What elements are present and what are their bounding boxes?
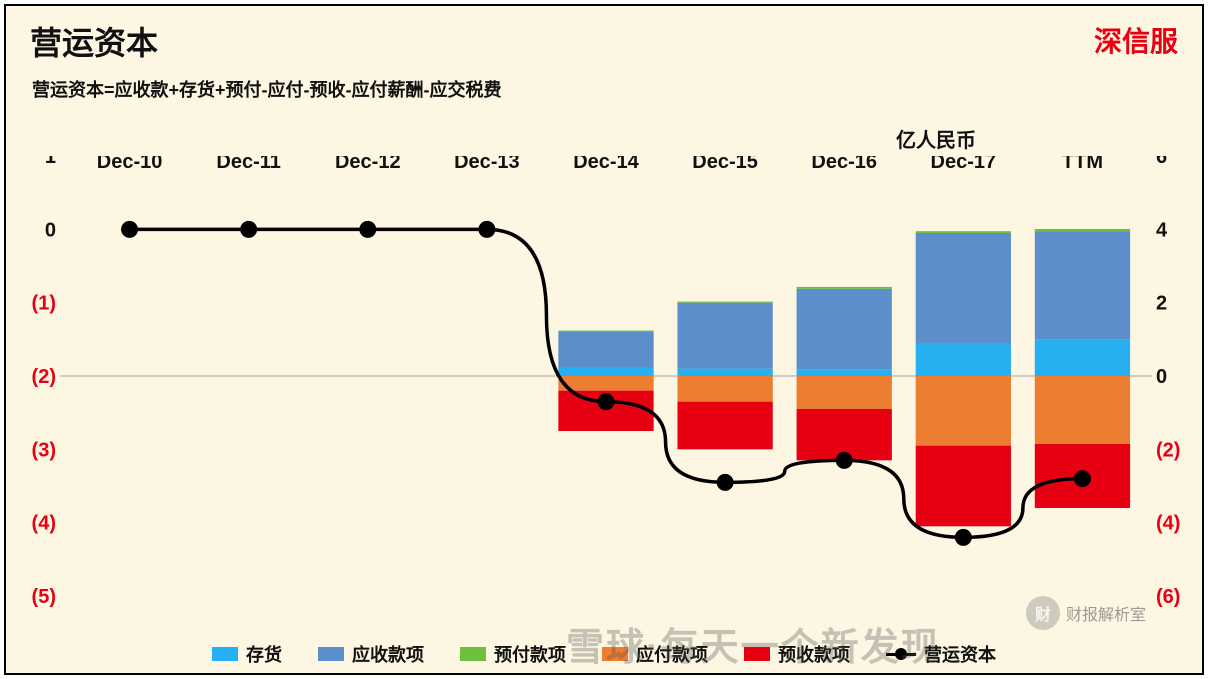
legend-item-inventory: 存货 — [212, 641, 282, 667]
watermark-large: 雪球·每天一个新发现 — [566, 616, 941, 671]
legend-item-receivable: 应收款项 — [318, 641, 424, 667]
formula-subtitle: 营运资本=应收款+存货+预付-应付-预收-应付薪酬-应交税费 — [32, 76, 502, 102]
svg-text:(2): (2) — [1156, 439, 1180, 461]
legend-swatch — [318, 647, 344, 661]
legend-label: 预付款项 — [494, 641, 566, 667]
svg-text:Dec-16: Dec-16 — [811, 156, 877, 173]
svg-text:Dec-17: Dec-17 — [931, 156, 997, 173]
svg-text:(3): (3) — [32, 439, 56, 461]
legend-swatch — [460, 647, 486, 661]
svg-text:(5): (5) — [32, 586, 56, 608]
watermark-icon: 财 — [1026, 596, 1060, 630]
svg-text:6: 6 — [1156, 156, 1167, 168]
unit-label: 亿人民币 — [896, 124, 976, 153]
svg-text:Dec-14: Dec-14 — [573, 156, 639, 173]
svg-text:0: 0 — [1156, 366, 1167, 388]
watermark-small: 财 财报解析室 — [1026, 596, 1146, 630]
legend-label: 应收款项 — [352, 641, 424, 667]
svg-text:Dec-15: Dec-15 — [692, 156, 758, 173]
svg-text:Dec-13: Dec-13 — [454, 156, 520, 173]
chart-card: 营运资本 深信服 营运资本=应收款+存货+预付-应付-预收-应付薪酬-应交税费 … — [4, 4, 1204, 675]
svg-text:2: 2 — [1156, 293, 1167, 315]
legend-swatch — [212, 647, 238, 661]
svg-text:4: 4 — [1156, 219, 1168, 241]
svg-text:(2): (2) — [32, 366, 56, 388]
watermark-small-text: 财报解析室 — [1066, 601, 1146, 625]
svg-text:0: 0 — [45, 219, 56, 241]
legend-label: 存货 — [246, 641, 282, 667]
svg-text:Dec-11: Dec-11 — [216, 156, 281, 173]
svg-text:TTM: TTM — [1062, 156, 1103, 173]
svg-text:(6): (6) — [1156, 586, 1180, 608]
company-name: 深信服 — [1094, 20, 1178, 60]
chart-svg: Dec-10 Dec-11 Dec-12 Dec-13 Dec-14 Dec-15 Dec-… — [16, 156, 1196, 626]
svg-text:Dec-10: Dec-10 — [97, 156, 163, 173]
svg-text:(1): (1) — [32, 293, 56, 315]
svg-text:Dec-12: Dec-12 — [335, 156, 401, 173]
legend-item-prepaid: 预付款项 — [460, 641, 566, 667]
page-title: 营运资本 — [30, 18, 158, 64]
svg-text:(4): (4) — [1156, 513, 1180, 535]
svg-text:1: 1 — [45, 156, 56, 168]
chart-area: Dec-10 Dec-11 Dec-12 Dec-13 Dec-14 Dec-15 Dec-… — [16, 156, 1196, 626]
svg-text:(4): (4) — [32, 513, 56, 535]
